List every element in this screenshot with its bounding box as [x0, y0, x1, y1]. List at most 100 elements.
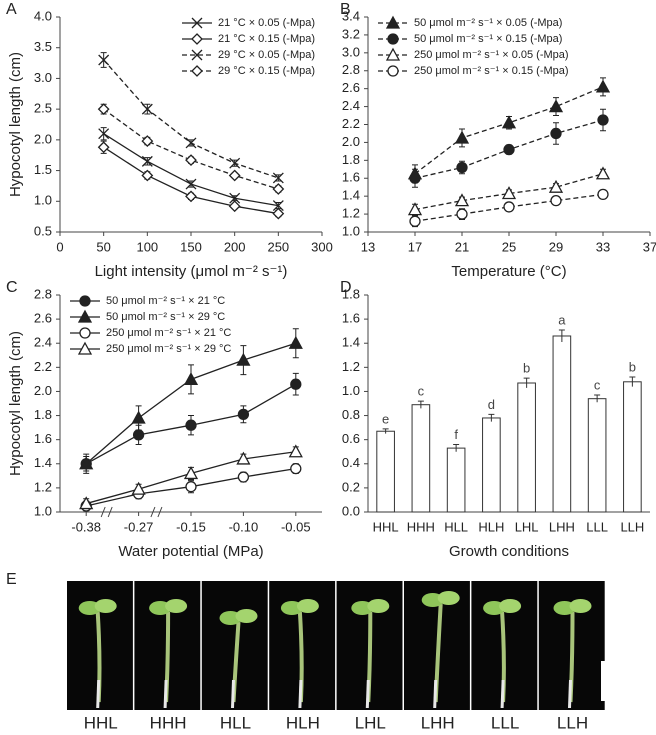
- marker: [141, 155, 153, 167]
- marker: [141, 169, 154, 182]
- x-axis-label: Growth conditions: [449, 543, 569, 560]
- photo-label: HHH: [150, 713, 187, 732]
- marker: [454, 193, 470, 207]
- y-tick-label: 2.6: [342, 80, 360, 95]
- x-tick-label: 21: [455, 239, 469, 254]
- y-tick-label: 2.0: [342, 134, 360, 149]
- legend-marker: [79, 327, 91, 339]
- bar: [623, 381, 642, 513]
- cotyledon: [94, 599, 117, 613]
- marker: [550, 194, 562, 207]
- marker: [550, 127, 562, 140]
- marker: [503, 143, 515, 156]
- x-tick-label: 150: [180, 239, 202, 254]
- significance-letter: a: [558, 312, 566, 327]
- marker: [79, 456, 94, 470]
- panel-letter: D: [340, 279, 352, 296]
- y-tick-label: 2.0: [34, 131, 52, 146]
- marker: [290, 378, 302, 390]
- marker: [548, 179, 564, 193]
- marker: [98, 54, 110, 66]
- marker: [272, 207, 285, 220]
- y-tick-label: 2.8: [342, 62, 360, 77]
- y-tick-label: 2.2: [342, 116, 360, 131]
- legend-label: 21 °C × 0.15 (-Mpa): [218, 33, 315, 45]
- legend-label: 29 °C × 0.15 (-Mpa): [218, 65, 315, 77]
- marker: [409, 172, 421, 184]
- y-tick-label: 1.2: [342, 359, 360, 374]
- error-bar: [453, 443, 460, 452]
- marker: [236, 352, 251, 366]
- x-tick-label: 250: [267, 239, 289, 254]
- y-tick-label: 1.4: [342, 335, 360, 350]
- marker: [229, 157, 241, 169]
- marker: [228, 169, 241, 182]
- cotyledon: [296, 599, 319, 613]
- marker: [141, 103, 153, 115]
- cotyledon: [569, 599, 592, 613]
- marker: [501, 186, 517, 200]
- y-tick-label: 3.2: [342, 26, 360, 41]
- y-tick-label: 1.2: [342, 206, 360, 221]
- marker: [228, 200, 241, 213]
- marker: [97, 141, 110, 154]
- legend-label: 50 μmol m⁻² s⁻¹ × 29 °C: [106, 311, 225, 323]
- significance-letter: c: [418, 384, 425, 399]
- error-bar: [417, 400, 424, 409]
- y-tick-label: 2.2: [34, 359, 52, 374]
- marker: [131, 410, 146, 424]
- y-tick-label: 2.4: [34, 335, 52, 350]
- panel-letter: B: [340, 1, 351, 18]
- marker: [409, 215, 421, 227]
- y-tick-label: 1.6: [342, 170, 360, 185]
- cotyledon: [499, 599, 522, 613]
- bar: [411, 404, 431, 513]
- x-tick-label: -0.27: [124, 519, 154, 534]
- error-bar: [488, 413, 495, 422]
- marker: [272, 172, 284, 184]
- marker: [595, 79, 611, 93]
- x-tick-label: 13: [361, 239, 375, 254]
- error-bar: [594, 394, 601, 403]
- y-tick-label: 1.8: [342, 286, 360, 301]
- panel-letter: E: [6, 571, 17, 588]
- x-tick-label: HHL: [373, 519, 399, 534]
- x-tick-label: 25: [502, 239, 516, 254]
- legend-label: 250 μmol m⁻² s⁻¹ × 21 °C: [106, 327, 231, 339]
- x-tick-label: 29: [549, 239, 563, 254]
- x-tick-label: HHH: [407, 519, 435, 534]
- marker: [229, 192, 241, 204]
- cotyledon: [235, 609, 258, 623]
- marker: [272, 200, 284, 212]
- marker: [185, 190, 197, 203]
- y-tick-label: 3.0: [34, 70, 52, 85]
- photo-label: HLL: [220, 713, 251, 732]
- significance-letter: f: [454, 427, 458, 442]
- x-axis-label: Light intensity (μmol m⁻² s⁻¹): [95, 263, 288, 280]
- significance-letter: d: [488, 397, 495, 412]
- x-tick-label: LLL: [586, 519, 608, 534]
- y-tick-label: 3.0: [342, 44, 360, 59]
- marker: [185, 137, 197, 149]
- x-tick-label: 37: [643, 239, 656, 254]
- marker: [503, 201, 515, 213]
- cotyledon: [165, 599, 188, 613]
- legend-marker: [387, 65, 399, 77]
- seedling-root: [96, 679, 101, 709]
- x-axis-label: Temperature (°C): [451, 263, 566, 280]
- y-tick-label: 1.8: [34, 407, 52, 422]
- error-bar: [523, 377, 530, 388]
- y-tick-label: 1.0: [34, 503, 52, 518]
- y-axis-label: Hypocotyl length (cm): [7, 52, 24, 197]
- marker: [456, 208, 468, 220]
- y-tick-label: 1.4: [34, 455, 52, 470]
- marker: [236, 451, 251, 465]
- significance-letter: c: [594, 377, 601, 392]
- x-tick-label: LLH: [620, 519, 644, 534]
- legend-label: 50 μmol m⁻² s⁻¹ × 21 °C: [106, 295, 225, 307]
- error-bar: [558, 329, 565, 343]
- legend-marker: [191, 65, 203, 77]
- bar: [376, 430, 395, 513]
- marker: [185, 481, 197, 493]
